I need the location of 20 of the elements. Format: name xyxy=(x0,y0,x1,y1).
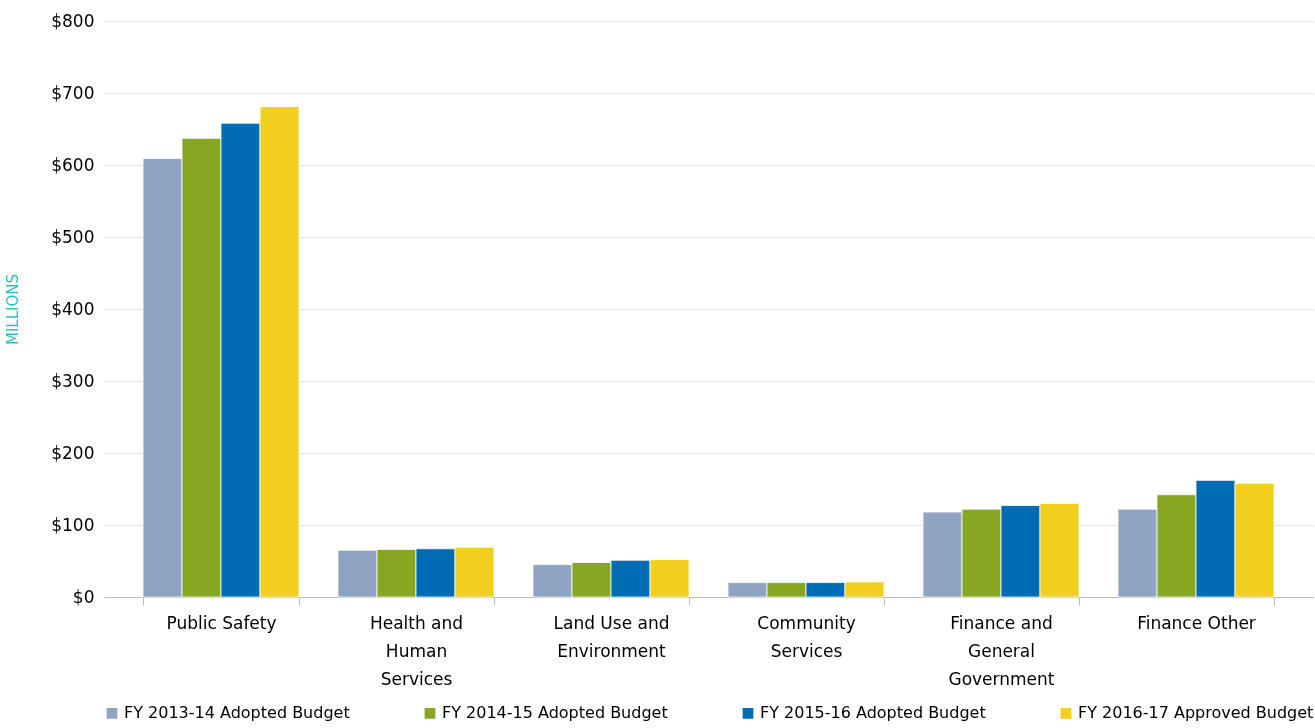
legend-label: FY 2014-15 Adopted Budget xyxy=(442,703,668,723)
y-tick-label: $700 xyxy=(51,82,95,103)
x-tick-label: Public Safety xyxy=(166,612,277,633)
x-tick-label: Health and Human Services xyxy=(369,612,464,689)
y-axis-title: MILLIONS xyxy=(4,273,23,346)
y-tick-label: $400 xyxy=(51,298,95,319)
y-tick-label: $500 xyxy=(51,226,95,247)
legend-label: FY 2015-16 Adopted Budget xyxy=(760,703,986,723)
y-tick-label: $100 xyxy=(51,514,95,535)
y-tick-label: $300 xyxy=(51,370,95,391)
x-tick-label: Community Services xyxy=(757,612,856,661)
y-tick-label: $600 xyxy=(51,154,95,175)
y-tick-label: $0 xyxy=(72,586,95,607)
x-tick-label: Finance Other xyxy=(1137,612,1256,633)
legend-label: FY 2013-14 Adopted Budget xyxy=(124,703,350,723)
y-tick-label: $800 xyxy=(51,10,95,31)
y-tick-label: $200 xyxy=(51,442,95,463)
legend-label: FY 2016-17 Approved Budget xyxy=(1078,703,1314,723)
x-tick-label: Land Use and Environment xyxy=(553,612,670,661)
x-tick-label: Finance and General Government xyxy=(948,612,1055,689)
